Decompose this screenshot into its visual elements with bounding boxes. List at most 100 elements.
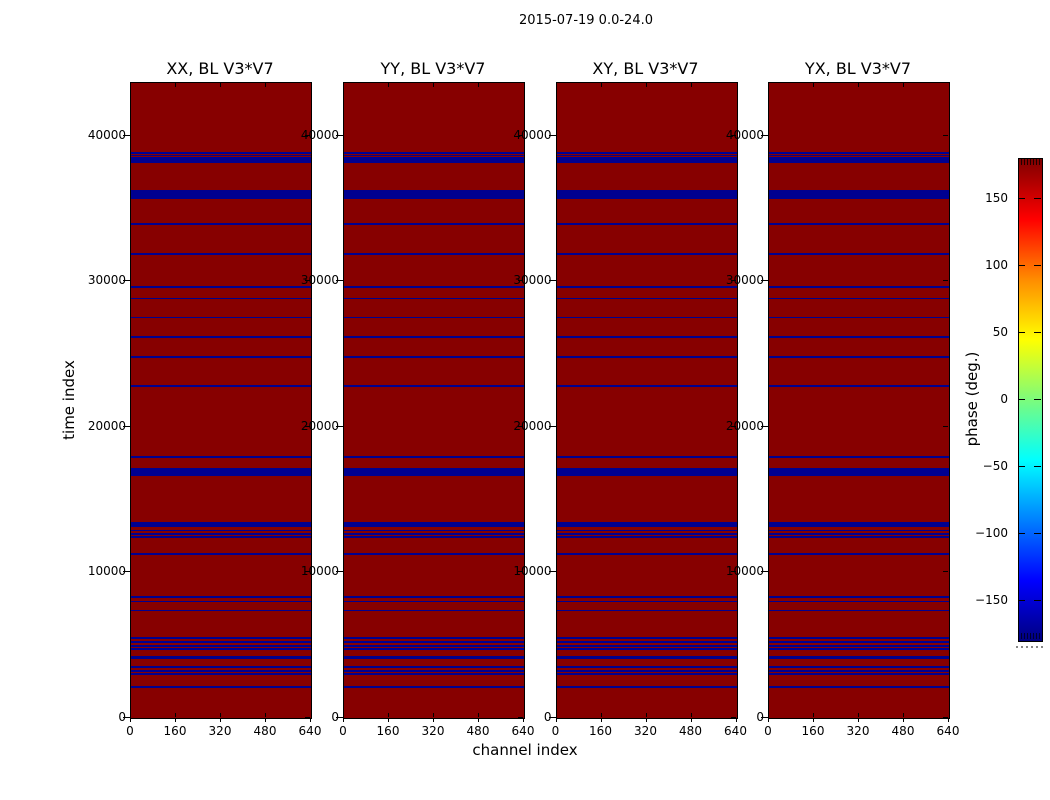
phase-stripe [344, 297, 524, 300]
x-tick [903, 83, 904, 87]
phase-stripe [769, 673, 949, 675]
y-tick [123, 571, 130, 573]
y-tick-label: 40000 [87, 127, 126, 142]
phase-stripe [556, 666, 737, 668]
x-tick [433, 718, 434, 722]
y-tick [548, 717, 556, 718]
x-tick [433, 713, 434, 717]
colorbar-end-hatch [1027, 633, 1028, 639]
y-tick [336, 280, 343, 282]
phase-stripe [344, 648, 524, 650]
phase-stripe [344, 673, 524, 675]
phase-stripe [556, 609, 737, 612]
y-tick [305, 425, 310, 427]
phase-stripe [131, 641, 311, 643]
subplot-title-xy: XY, BL V3*V7 [592, 59, 699, 78]
colorbar-end-hatch [1030, 633, 1031, 639]
x-tick [600, 713, 602, 717]
phase-stripe [344, 536, 524, 539]
colorbar-tick [1034, 265, 1041, 267]
phase-stripe [344, 596, 524, 598]
x-tick-label: 320 [634, 724, 657, 738]
phase-stripe [556, 336, 737, 339]
phase-stripe [769, 637, 949, 639]
colorbar-tick [1018, 599, 1025, 601]
phase-stripe [769, 686, 949, 688]
y-tick [943, 280, 948, 282]
x-tick [388, 83, 389, 87]
phase-stripe [131, 336, 311, 339]
x-tick [903, 718, 904, 722]
y-tick-label: 0 [118, 710, 126, 724]
phase-stripe [769, 670, 949, 672]
heatmap-xy [555, 82, 738, 719]
y-tick [761, 717, 768, 718]
x-tick [813, 718, 814, 722]
colorbar-tick-label: 100 [985, 258, 1008, 273]
x-tick-label: 640 [936, 724, 960, 738]
phase-stripe [556, 152, 737, 154]
phase-stripe [131, 154, 311, 157]
phase-stripe [769, 154, 949, 157]
x-tick [175, 713, 176, 717]
phase-stripe [344, 533, 524, 536]
phase-stripe [131, 297, 311, 300]
phase-stripe [131, 645, 311, 647]
x-tick [768, 718, 769, 722]
colorbar-tick [1034, 332, 1041, 334]
phase-stripe [769, 223, 949, 225]
x-tick-label: 480 [466, 724, 490, 738]
phase-stripe [556, 161, 737, 163]
y-tick-label: 30000 [87, 273, 126, 288]
phase-stripe [556, 648, 737, 650]
phase-stripe [344, 529, 524, 532]
x-tick [600, 718, 602, 722]
phase-stripe [344, 521, 524, 527]
colorbar-tick [1034, 198, 1041, 200]
phase-stripe [344, 686, 524, 688]
x-tick [735, 718, 737, 722]
phase-stripe [131, 637, 311, 639]
x-tick [858, 713, 859, 717]
y-tick [336, 571, 343, 573]
phase-stripe [556, 385, 737, 388]
phase-stripe [344, 670, 524, 672]
x-tick [478, 713, 479, 717]
x-tick [388, 718, 389, 722]
y-tick [336, 425, 343, 427]
y-tick [730, 717, 736, 718]
y-tick [730, 134, 736, 136]
phase-stripe [131, 152, 311, 154]
phase-stripe [131, 456, 311, 459]
colorbar-tick [1018, 465, 1025, 467]
colorbar-end-hatch [1024, 633, 1025, 639]
x-tick [220, 713, 221, 717]
x-tick [265, 83, 266, 87]
x-tick-label: 0 [764, 724, 772, 738]
phase-stripe [131, 253, 311, 255]
y-tick [518, 425, 523, 427]
y-tick [123, 280, 130, 282]
y-tick-label: 0 [543, 710, 552, 724]
x-tick-label: 160 [801, 724, 825, 738]
phase-stripe [769, 456, 949, 459]
x-tick-label: 320 [421, 724, 445, 738]
phase-stripe [556, 253, 737, 255]
y-tick [123, 717, 130, 718]
colorbar [1018, 158, 1043, 642]
x-tick-label: 0 [551, 724, 560, 738]
x-tick [220, 718, 221, 722]
x-tick [690, 718, 692, 722]
y-tick [518, 280, 523, 282]
colorbar-tick [1018, 198, 1025, 200]
x-tick [388, 713, 389, 717]
phase-stripe [131, 536, 311, 539]
phase-stripe [131, 189, 311, 199]
phase-stripe [769, 648, 949, 650]
y-tick [943, 717, 948, 718]
y-tick [730, 280, 736, 282]
x-tick-label: 160 [376, 724, 400, 738]
colorbar-tick-label: −150 [975, 592, 1008, 607]
y-tick [943, 571, 948, 573]
phase-stripe [769, 645, 949, 647]
